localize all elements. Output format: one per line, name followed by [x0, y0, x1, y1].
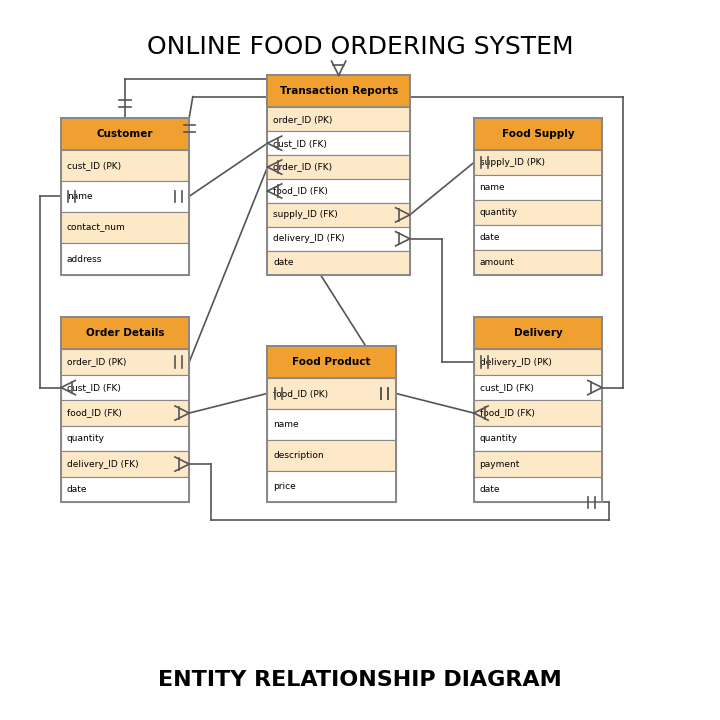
Text: amount: amount — [480, 258, 514, 266]
Text: Customer: Customer — [97, 129, 153, 139]
Text: cust_ID (FK): cust_ID (FK) — [67, 383, 121, 392]
Text: order_ID (PK): order_ID (PK) — [273, 114, 333, 124]
FancyBboxPatch shape — [61, 318, 189, 349]
FancyBboxPatch shape — [61, 181, 189, 212]
FancyBboxPatch shape — [474, 225, 602, 250]
FancyBboxPatch shape — [474, 150, 602, 175]
FancyBboxPatch shape — [268, 131, 410, 155]
Text: food_ID (FK): food_ID (FK) — [480, 408, 534, 418]
Text: ONLINE FOOD ORDERING SYSTEM: ONLINE FOOD ORDERING SYSTEM — [147, 35, 573, 59]
FancyBboxPatch shape — [268, 227, 410, 251]
FancyBboxPatch shape — [268, 346, 395, 378]
FancyBboxPatch shape — [474, 451, 602, 477]
FancyBboxPatch shape — [268, 378, 395, 409]
Text: cust_ID (FK): cust_ID (FK) — [273, 139, 327, 148]
FancyBboxPatch shape — [474, 400, 602, 426]
Text: name: name — [67, 192, 92, 202]
Text: name: name — [273, 420, 299, 429]
Text: name: name — [480, 183, 505, 192]
Text: food_ID (PK): food_ID (PK) — [273, 389, 328, 398]
Text: supply_ID (FK): supply_ID (FK) — [273, 210, 338, 220]
Text: cust_ID (PK): cust_ID (PK) — [67, 161, 121, 170]
FancyBboxPatch shape — [268, 155, 410, 179]
FancyBboxPatch shape — [61, 375, 189, 400]
FancyBboxPatch shape — [61, 349, 189, 375]
FancyBboxPatch shape — [61, 400, 189, 426]
Text: delivery_ID (PK): delivery_ID (PK) — [480, 358, 552, 366]
FancyBboxPatch shape — [268, 76, 410, 107]
FancyBboxPatch shape — [61, 426, 189, 451]
Text: delivery_ID (FK): delivery_ID (FK) — [273, 234, 345, 243]
Text: supply_ID (PK): supply_ID (PK) — [480, 158, 544, 167]
FancyBboxPatch shape — [268, 107, 410, 131]
Text: Order Details: Order Details — [86, 328, 164, 338]
FancyBboxPatch shape — [268, 203, 410, 227]
Text: ENTITY RELATIONSHIP DIAGRAM: ENTITY RELATIONSHIP DIAGRAM — [158, 670, 562, 690]
FancyBboxPatch shape — [268, 440, 395, 471]
FancyBboxPatch shape — [268, 251, 410, 274]
FancyBboxPatch shape — [61, 477, 189, 503]
Text: food_ID (FK): food_ID (FK) — [273, 186, 328, 195]
Text: date: date — [273, 258, 294, 267]
FancyBboxPatch shape — [474, 375, 602, 400]
Text: order_ID (FK): order_ID (FK) — [273, 163, 333, 171]
Text: Transaction Reports: Transaction Reports — [279, 86, 397, 96]
FancyBboxPatch shape — [268, 179, 410, 203]
Text: quantity: quantity — [67, 434, 105, 443]
Text: delivery_ID (FK): delivery_ID (FK) — [67, 459, 138, 469]
Text: contact_num: contact_num — [67, 223, 125, 233]
FancyBboxPatch shape — [474, 175, 602, 200]
Text: Food Product: Food Product — [292, 357, 371, 366]
Text: payment: payment — [480, 459, 520, 469]
Text: quantity: quantity — [480, 434, 518, 443]
Text: date: date — [480, 485, 500, 494]
FancyBboxPatch shape — [268, 471, 395, 503]
FancyBboxPatch shape — [474, 477, 602, 503]
Text: cust_ID (FK): cust_ID (FK) — [480, 383, 534, 392]
FancyBboxPatch shape — [474, 250, 602, 274]
FancyBboxPatch shape — [474, 118, 602, 150]
FancyBboxPatch shape — [474, 200, 602, 225]
Text: Delivery: Delivery — [513, 328, 562, 338]
FancyBboxPatch shape — [61, 243, 189, 274]
Text: date: date — [67, 485, 87, 494]
Text: order_ID (PK): order_ID (PK) — [67, 358, 126, 366]
Text: description: description — [273, 451, 324, 460]
Text: Food Supply: Food Supply — [502, 129, 575, 139]
Text: food_ID (FK): food_ID (FK) — [67, 408, 122, 418]
Text: address: address — [67, 255, 102, 264]
Text: price: price — [273, 482, 296, 491]
Text: date: date — [480, 233, 500, 242]
FancyBboxPatch shape — [61, 150, 189, 181]
FancyBboxPatch shape — [474, 426, 602, 451]
FancyBboxPatch shape — [474, 318, 602, 349]
FancyBboxPatch shape — [61, 118, 189, 150]
Text: quantity: quantity — [480, 208, 518, 217]
FancyBboxPatch shape — [61, 212, 189, 243]
FancyBboxPatch shape — [474, 349, 602, 375]
FancyBboxPatch shape — [61, 451, 189, 477]
FancyBboxPatch shape — [268, 409, 395, 440]
